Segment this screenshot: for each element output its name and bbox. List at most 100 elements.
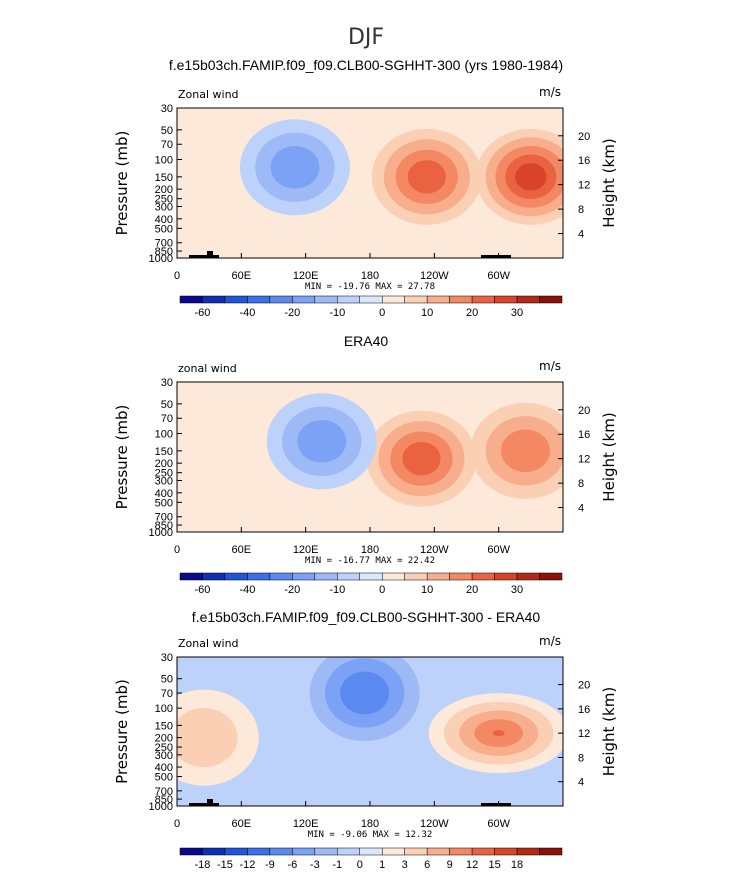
colorbar-label: 0 (357, 859, 363, 871)
x-tick-label: 0 (174, 818, 180, 830)
topography-mark (481, 803, 511, 806)
x-tick-label: 0 (174, 544, 180, 556)
y-tick-label: 300 (155, 475, 173, 487)
y-right-tick-label: 12 (578, 454, 590, 466)
topography-mark (481, 255, 511, 258)
y-tick-label: 70 (161, 139, 173, 151)
colorbar-swatch (269, 295, 293, 304)
jet-core (519, 447, 532, 454)
colorbar-swatch (179, 295, 203, 304)
colorbar-swatch (426, 572, 450, 581)
x-tick-label: 120E (293, 270, 319, 282)
x-tick-label: 60E (232, 270, 252, 282)
stats-label: MIN = -19.76 MAX = 27.78 (305, 282, 435, 292)
colorbar-swatch (449, 847, 473, 856)
colorbar-label: -40 (239, 307, 255, 319)
colorbar-swatch (404, 847, 428, 856)
colorbar-swatch (381, 295, 405, 304)
y-right-tick-label: 20 (578, 405, 590, 417)
colorbar-label: 10 (421, 307, 433, 319)
stats-label: MIN = -9.06 MAX = 12.32 (308, 830, 433, 840)
y-right-tick-label: 4 (578, 503, 584, 515)
field-label: Zonal wind (178, 637, 239, 650)
colorbar-swatch (449, 295, 473, 304)
x-tick-label: 60E (232, 818, 252, 830)
y-right-axis-title: Height (km) (600, 412, 618, 501)
colorbar-swatch (471, 295, 495, 304)
colorbar-swatch (494, 572, 518, 581)
y-tick-label: 100 (155, 703, 173, 715)
panel-title: f.e15b03ch.FAMIP.f09_f09.CLB00-SGHHT-300… (192, 609, 541, 625)
y-tick-label: 300 (155, 750, 173, 762)
colorbar-label: 6 (424, 859, 430, 871)
y-axis-title: Pressure (mb) (113, 679, 131, 784)
y-tick-label: 300 (155, 201, 173, 213)
topography-mark (189, 803, 219, 806)
jet-core (492, 730, 505, 737)
colorbar-label: 30 (511, 584, 523, 596)
colorbar-label: -15 (217, 859, 233, 871)
topography-mark (189, 255, 219, 258)
y-tick-label: 250 (155, 194, 173, 206)
colorbar-swatch (516, 847, 540, 856)
colorbar-swatch (247, 847, 271, 856)
x-tick-label: 180 (361, 270, 379, 282)
topography-mark (207, 251, 213, 258)
y-tick-label: 1000 (149, 801, 173, 813)
field (177, 382, 563, 532)
stats-label: MIN = -16.77 MAX = 22.42 (305, 556, 435, 566)
y-right-tick-label: 16 (578, 429, 590, 441)
y-tick-label: 250 (155, 742, 173, 754)
y-tick-label: 70 (161, 413, 173, 425)
y-tick-label: 100 (155, 155, 173, 167)
colorbar-label: -60 (195, 584, 211, 596)
y-tick-label: 250 (155, 468, 173, 480)
colorbar-label: -20 (284, 307, 300, 319)
jet-core (315, 438, 328, 445)
units-label: m/s (539, 85, 561, 99)
field-label: zonal wind (178, 362, 237, 375)
colorbar-label: -9 (265, 859, 275, 871)
x-tick-label: 120W (420, 544, 449, 556)
colorbar-label: -3 (310, 859, 320, 871)
y-tick-label: 500 (155, 223, 173, 235)
colorbar-label: -10 (329, 584, 345, 596)
y-tick-label: 30 (161, 652, 173, 664)
y-tick-label: 1000 (149, 253, 173, 265)
y-tick-label: 50 (161, 125, 173, 137)
colorbar-swatch (224, 295, 248, 304)
panel-1: f.e15b03ch.FAMIP.f09_f09.CLB00-SGHHT-300… (113, 57, 618, 319)
colorbar-swatch (179, 847, 203, 856)
colorbar-swatch (202, 572, 226, 581)
colorbar-label: 3 (402, 859, 408, 871)
colorbar-label: -18 (195, 859, 211, 871)
jet-core (197, 734, 210, 741)
colorbar-swatch (404, 572, 428, 581)
colorbar-swatch (471, 572, 495, 581)
topography-mark (207, 799, 213, 806)
colorbar-swatch (202, 295, 226, 304)
y-tick-label: 150 (155, 720, 173, 732)
x-tick-label: 120E (293, 544, 319, 556)
x-tick-label: 180 (361, 818, 379, 830)
x-tick-label: 120W (420, 818, 449, 830)
colorbar-swatch (337, 847, 361, 856)
y-tick-label: 150 (155, 446, 173, 458)
panel-3: f.e15b03ch.FAMIP.f09_f09.CLB00-SGHHT-300… (113, 609, 618, 871)
x-tick-label: 0 (174, 270, 180, 282)
y-right-tick-label: 4 (578, 229, 584, 241)
y-right-tick-label: 8 (578, 478, 584, 490)
colorbar-label: 20 (466, 584, 478, 596)
y-tick-label: 700 (155, 786, 173, 798)
units-label: m/s (539, 359, 561, 373)
y-tick-label: 50 (161, 399, 173, 411)
x-tick-label: 60W (487, 270, 510, 282)
colorbar-swatch (292, 295, 316, 304)
colorbar-label: -60 (195, 307, 211, 319)
y-tick-label: 30 (161, 103, 173, 115)
colorbar-swatch (337, 295, 361, 304)
y-right-tick-label: 16 (578, 155, 590, 167)
y-tick-label: 850 (155, 794, 173, 806)
